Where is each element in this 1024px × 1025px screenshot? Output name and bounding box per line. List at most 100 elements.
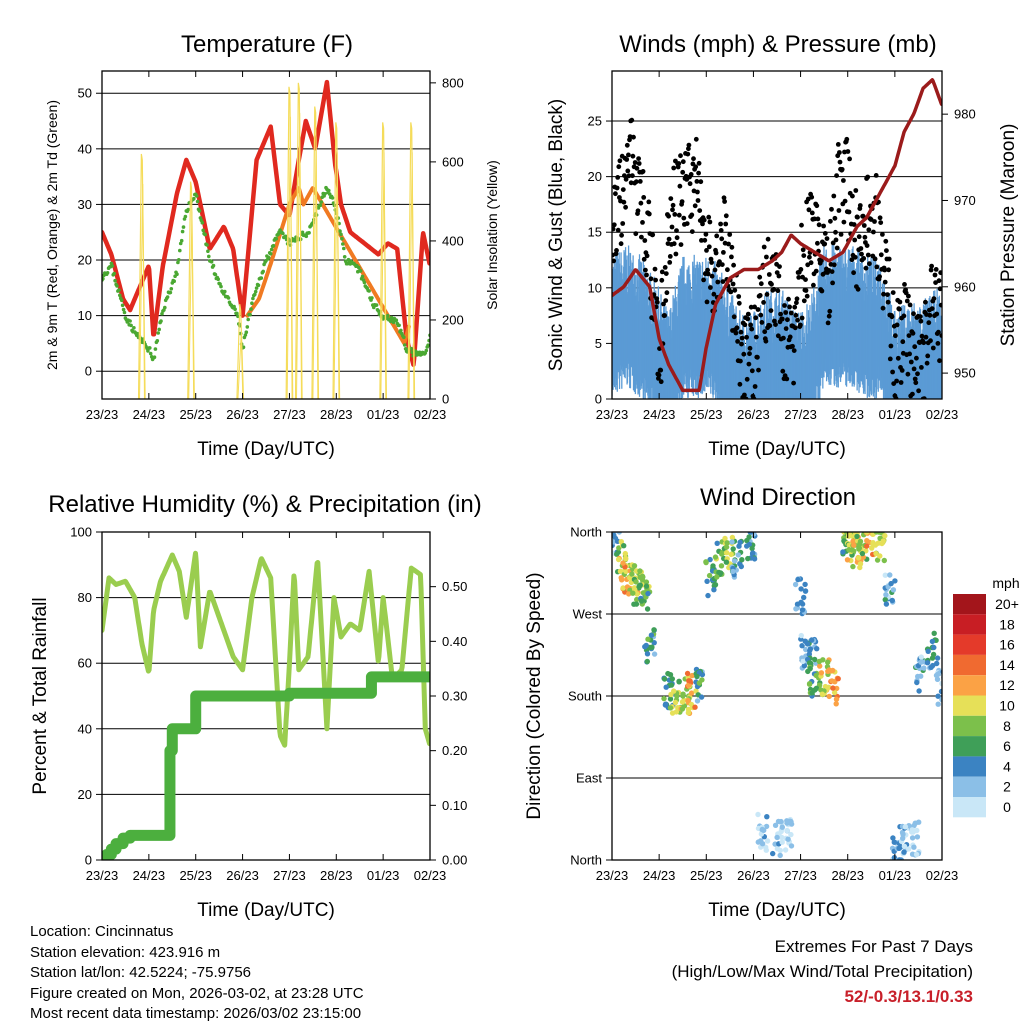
gust-point	[656, 372, 662, 378]
direction-point	[910, 829, 916, 835]
gust-point	[803, 288, 809, 293]
dewpoint-point	[122, 310, 127, 315]
gust-point	[815, 216, 821, 222]
extremes-values: 52/-0.3/13.1/0.33	[844, 987, 973, 1006]
dewpoint-point	[112, 271, 116, 276]
direction-point	[882, 533, 888, 539]
gust-point	[615, 175, 621, 180]
gust-point	[882, 267, 888, 273]
gust-point	[900, 339, 906, 345]
dewpoint-point	[346, 257, 351, 262]
gust-point	[693, 164, 699, 170]
gust-point	[621, 199, 627, 205]
direction-point	[880, 538, 886, 544]
gust-point	[622, 173, 627, 179]
gust-point	[866, 227, 872, 233]
direction-point	[850, 538, 856, 544]
legend-label: 20+	[995, 596, 1019, 612]
direction-point	[694, 673, 700, 680]
dewpoint-point	[115, 284, 119, 288]
direction-point	[630, 590, 636, 596]
dewpoint-point	[209, 260, 214, 264]
gust-point	[794, 296, 800, 302]
dewpoint-point	[203, 232, 207, 237]
gust-point	[708, 285, 713, 290]
dewpoint-point	[386, 313, 390, 318]
gust-point	[890, 369, 895, 375]
dewpoint-point	[271, 243, 276, 248]
gust-point	[928, 338, 933, 344]
direction-point	[777, 847, 783, 854]
extremes-subtitle: (High/Low/Max Wind/Total Precipitation)	[671, 962, 973, 981]
station-elevation: Station elevation: 423.916 m	[30, 943, 221, 961]
gust-point	[816, 222, 822, 228]
x-tick-label: 28/23	[831, 407, 864, 422]
direction-point	[934, 655, 941, 661]
gust-point	[677, 183, 683, 189]
dewpoint-point	[113, 278, 117, 283]
gust-point	[676, 212, 682, 218]
direction-point	[617, 568, 624, 574]
direction-point	[813, 685, 820, 691]
x-tick-label: 28/23	[320, 407, 353, 422]
gust-point	[731, 262, 736, 268]
gust-point	[681, 215, 687, 221]
gust-point	[877, 274, 882, 279]
direction-point	[889, 597, 895, 604]
gust-point	[855, 214, 860, 220]
gust-point	[624, 142, 630, 148]
gust-point	[688, 172, 694, 177]
dewpoint-point	[360, 274, 365, 279]
direction-point	[829, 678, 835, 684]
dewpoint-point	[341, 242, 345, 246]
gust-point	[721, 250, 726, 255]
gust-point	[636, 161, 642, 166]
dewpoint-point	[330, 196, 335, 200]
gust-point	[799, 315, 805, 321]
direction-point	[934, 660, 940, 667]
gust-point	[804, 293, 810, 299]
gust-point	[858, 246, 864, 251]
direction-point	[633, 579, 639, 585]
gust-point	[775, 333, 781, 339]
gust-point	[852, 237, 858, 243]
series-relative-humidity	[102, 550, 430, 748]
legend-swatch	[953, 675, 986, 696]
plot-area	[102, 79, 430, 399]
gust-point	[815, 240, 820, 246]
dewpoint-point	[146, 349, 150, 353]
direction-point	[688, 690, 695, 696]
legend-label: 10	[999, 698, 1015, 714]
direction-point	[939, 680, 942, 687]
direction-point	[665, 670, 671, 677]
gust-point	[863, 265, 869, 271]
direction-point	[809, 637, 815, 643]
direction-point	[911, 844, 917, 850]
dewpoint-point	[342, 246, 346, 251]
dewpoint-point	[213, 272, 218, 277]
x-tick-label: 24/23	[133, 868, 166, 883]
gust-point	[646, 199, 652, 205]
gust-point	[662, 265, 668, 270]
direction-point	[751, 556, 758, 562]
gust-point	[834, 245, 840, 251]
gust-point	[663, 298, 669, 303]
direction-point	[638, 598, 645, 604]
gust-point	[837, 150, 842, 155]
dewpoint-point	[176, 260, 180, 265]
gust-point	[749, 326, 755, 332]
y2-tick-label: 600	[442, 154, 464, 169]
dewpoint-point	[180, 229, 185, 234]
legend-label: 12	[999, 677, 1015, 693]
gust-point	[776, 273, 782, 279]
gust-point	[644, 272, 649, 278]
gust-point	[794, 300, 799, 306]
solar-spike	[139, 183, 145, 399]
y-tick-label: 20	[78, 253, 92, 268]
dewpoint-point	[339, 232, 343, 237]
chart-title: Relative Humidity (%) & Precipitation (i…	[48, 491, 481, 518]
gust-point	[727, 232, 733, 237]
direction-point	[770, 850, 776, 857]
direction-point	[835, 676, 841, 682]
legend-label: 0	[1003, 799, 1011, 815]
